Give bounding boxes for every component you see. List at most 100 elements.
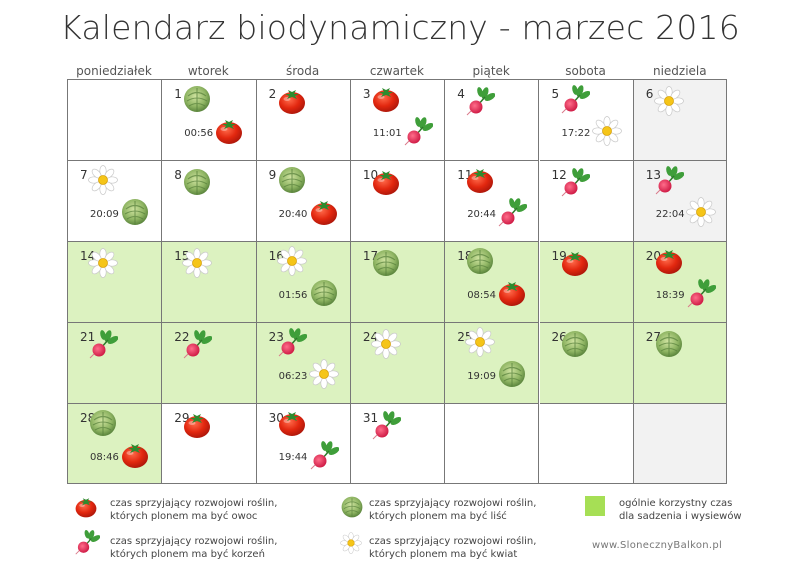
fruit-icon bbox=[465, 165, 495, 195]
leaf-icon bbox=[371, 248, 401, 278]
legend-root-line2: których plonem ma być korzeń bbox=[110, 549, 265, 560]
leaf-icon bbox=[309, 278, 339, 308]
leaf-icon bbox=[465, 246, 495, 276]
fruit-icon bbox=[277, 408, 307, 438]
moon-time: 17:22 bbox=[561, 128, 591, 139]
day-number: 14 bbox=[80, 248, 96, 263]
legend-root-line1: czas sprzyjający rozwojowi roślin, bbox=[110, 536, 278, 547]
moon-time: 00:56 bbox=[184, 128, 214, 139]
root-icon bbox=[654, 165, 684, 195]
calendar-day-cell[interactable]: 20 18:39 bbox=[633, 241, 726, 323]
flower-icon bbox=[371, 329, 401, 359]
leaf-icon bbox=[182, 167, 212, 197]
day-header: sobota bbox=[565, 64, 606, 78]
calendar-day-cell[interactable]: 31 bbox=[350, 403, 446, 483]
leaf-icon bbox=[340, 495, 364, 519]
leaf-icon bbox=[120, 197, 150, 227]
calendar-day-cell[interactable]: 14 bbox=[68, 241, 163, 323]
calendar-day-cell[interactable] bbox=[68, 80, 163, 161]
calendar-day-cell[interactable]: 30 19:44 bbox=[256, 403, 351, 483]
calendar-day-cell[interactable]: 10 bbox=[350, 160, 446, 242]
calendar-day-cell[interactable] bbox=[633, 403, 726, 483]
day-number: 21 bbox=[80, 329, 96, 344]
flower-icon bbox=[182, 248, 212, 278]
calendar-day-cell[interactable]: 26 bbox=[539, 322, 634, 404]
day-number: 15 bbox=[174, 248, 190, 263]
calendar-day-cell[interactable]: 13 22:04 bbox=[633, 160, 726, 242]
calendar-day-cell[interactable]: 19 bbox=[539, 241, 634, 323]
moon-time: 20:40 bbox=[278, 208, 308, 220]
calendar-day-cell[interactable]: 23 06:23 bbox=[256, 322, 351, 404]
calendar-day-cell[interactable]: 3 11:01 bbox=[350, 80, 446, 161]
fruit-icon bbox=[214, 116, 244, 146]
calendar-day-cell[interactable]: 29 bbox=[162, 403, 257, 483]
calendar-day-cell[interactable]: 2 bbox=[256, 80, 351, 161]
moon-time: 06:23 bbox=[278, 370, 308, 382]
moon-time: 19:09 bbox=[467, 370, 497, 382]
calendar-day-cell[interactable]: 11 20:44 bbox=[445, 160, 540, 242]
calendar-day-cell[interactable]: 12 bbox=[539, 160, 634, 242]
day-number: 22 bbox=[174, 329, 190, 344]
flower-icon bbox=[686, 197, 716, 227]
root-icon bbox=[182, 329, 212, 359]
moon-time: 20:44 bbox=[467, 208, 497, 220]
day-header: piątek bbox=[472, 64, 510, 78]
calendar-day-cell[interactable]: 24 bbox=[350, 322, 446, 404]
day-number: 8 bbox=[174, 167, 182, 182]
legend-green-line2: dla sadzenia i wysiewów bbox=[619, 511, 742, 522]
root-icon bbox=[371, 410, 401, 440]
moon-time: 01:56 bbox=[278, 289, 308, 301]
root-icon bbox=[560, 167, 590, 197]
day-number: 7 bbox=[80, 167, 88, 182]
leaf-icon bbox=[88, 408, 118, 438]
calendar-day-cell[interactable]: 8 bbox=[162, 160, 257, 242]
calendar-day-cell[interactable]: 7 20:09 bbox=[68, 160, 163, 242]
legend-leaf-line1: czas sprzyjający rozwojowi roślin, bbox=[369, 498, 537, 509]
moon-time: 18:39 bbox=[655, 289, 685, 301]
day-header: poniedziałek bbox=[76, 64, 152, 78]
website-link[interactable]: www.SlonecznyBalkon.pl bbox=[592, 540, 723, 551]
legend-green-swatch bbox=[585, 496, 605, 516]
flower-icon bbox=[277, 246, 307, 276]
flower-icon bbox=[340, 532, 362, 554]
calendar-day-cell[interactable]: 4 bbox=[445, 80, 540, 161]
calendar-day-cell[interactable] bbox=[445, 403, 540, 483]
calendar-day-cell[interactable]: 18 08:54 bbox=[445, 241, 540, 323]
leaf-icon bbox=[560, 329, 590, 359]
calendar-grid: 1 00:56 2 3 11:01 4 5 17:22 6 7 20:09 8 9 20:40 10 11 20… bbox=[67, 79, 727, 484]
calendar-day-cell[interactable]: 22 bbox=[162, 322, 257, 404]
moon-time: 20:09 bbox=[90, 208, 119, 220]
fruit-icon bbox=[497, 278, 527, 308]
calendar-day-cell[interactable]: 16 01:56 bbox=[256, 241, 351, 323]
root-icon bbox=[403, 116, 433, 146]
day-number: 13 bbox=[645, 167, 662, 182]
day-number: 24 bbox=[362, 329, 379, 344]
day-number: 9 bbox=[268, 167, 277, 182]
day-number: 6 bbox=[645, 87, 654, 101]
legend-flower: czas sprzyjający rozwojowi roślin, który… bbox=[369, 535, 536, 561]
fruit-icon bbox=[654, 246, 684, 276]
calendar-day-cell[interactable]: 1 00:56 bbox=[162, 80, 257, 161]
calendar-day-cell[interactable]: 17 bbox=[350, 241, 446, 323]
page-title: Kalendarz biodynamiczny - marzec 2016 bbox=[60, 8, 740, 47]
legend-flower-line2: których plonem ma być kwiat bbox=[369, 549, 518, 560]
legend-fruit: czas sprzyjający rozwojowi roślin, który… bbox=[110, 497, 277, 523]
day-header: środa bbox=[285, 64, 320, 78]
calendar-day-cell[interactable]: 6 bbox=[633, 80, 726, 161]
root-icon bbox=[560, 84, 590, 114]
calendar-day-cell[interactable]: 9 20:40 bbox=[256, 160, 351, 242]
calendar-day-cell[interactable]: 25 19:09 bbox=[445, 322, 540, 404]
calendar-day-cell[interactable]: 15 bbox=[162, 241, 257, 323]
calendar-day-cell[interactable]: 28 08:46 bbox=[68, 403, 163, 483]
flower-icon bbox=[465, 327, 495, 357]
calendar-day-cell[interactable]: 27 bbox=[633, 322, 726, 404]
day-number: 31 bbox=[362, 410, 379, 425]
flower-icon bbox=[654, 86, 684, 116]
fruit-icon bbox=[182, 410, 212, 440]
legend-root: czas sprzyjający rozwojowi roślin, który… bbox=[110, 535, 277, 561]
legend-fruit-line1: czas sprzyjający rozwojowi roślin, bbox=[110, 498, 278, 509]
calendar-day-cell[interactable]: 21 bbox=[68, 322, 163, 404]
calendar-day-cell[interactable]: 5 17:22 bbox=[539, 80, 634, 161]
day-number: 2 bbox=[268, 87, 277, 101]
calendar-day-cell[interactable] bbox=[539, 403, 634, 483]
